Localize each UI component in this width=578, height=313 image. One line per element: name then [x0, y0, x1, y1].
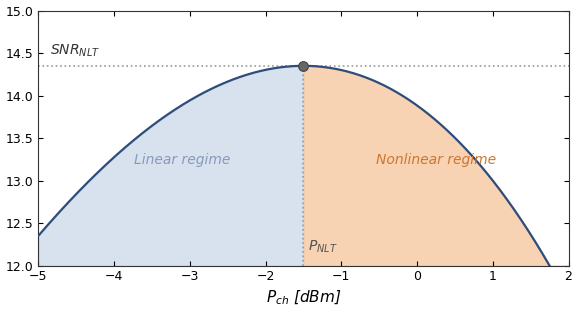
Text: $SNR_{NLT}$: $SNR_{NLT}$ [50, 43, 100, 59]
Text: $P_{NLT}$: $P_{NLT}$ [308, 239, 338, 255]
Text: Linear regime: Linear regime [134, 153, 231, 167]
X-axis label: $P_{ch}$ [dBm]: $P_{ch}$ [dBm] [266, 289, 341, 307]
Text: Nonlinear regime: Nonlinear regime [376, 153, 496, 167]
